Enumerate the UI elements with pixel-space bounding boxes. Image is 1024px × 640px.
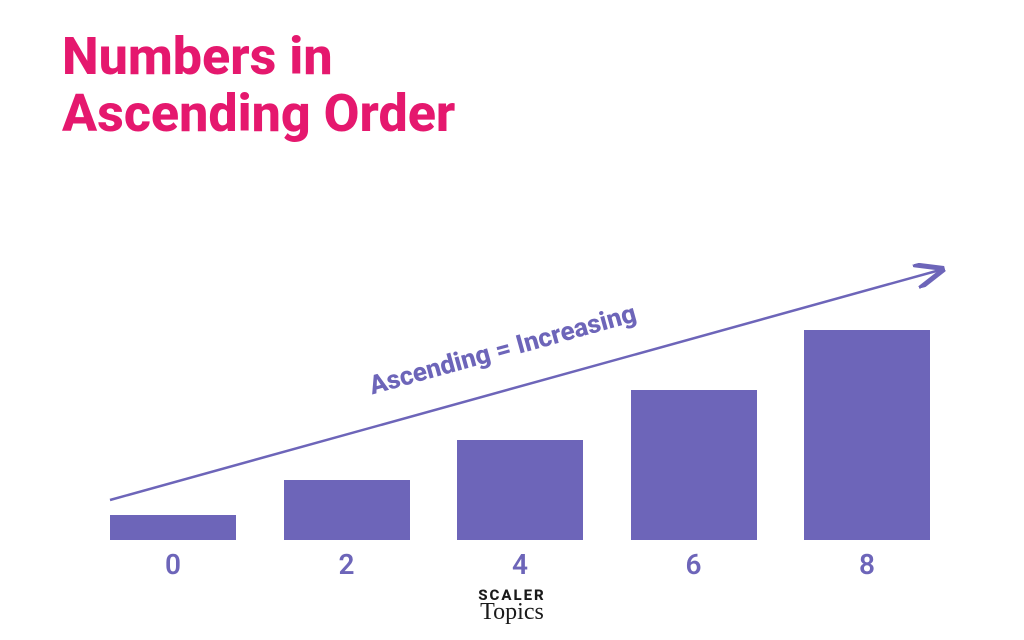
x-label-1: 2 <box>284 548 410 581</box>
x-label-4: 8 <box>804 548 930 581</box>
x-label-3: 6 <box>631 548 757 581</box>
x-axis-labels: 0 2 4 6 8 <box>110 548 930 581</box>
bar-1 <box>284 480 410 540</box>
x-label-0: 0 <box>110 548 236 581</box>
bar-2 <box>457 440 583 540</box>
bar-0 <box>110 515 236 540</box>
bar-3 <box>631 390 757 540</box>
title-line-2: Ascending Order <box>62 85 455 142</box>
title-line-1: Numbers in <box>62 28 455 85</box>
bar-4 <box>804 330 930 540</box>
x-label-2: 4 <box>457 548 583 581</box>
logo-bottom: Topics <box>478 602 546 624</box>
brand-logo: SCALER Topics <box>478 589 546 624</box>
page-title: Numbers in Ascending Order <box>62 28 455 142</box>
